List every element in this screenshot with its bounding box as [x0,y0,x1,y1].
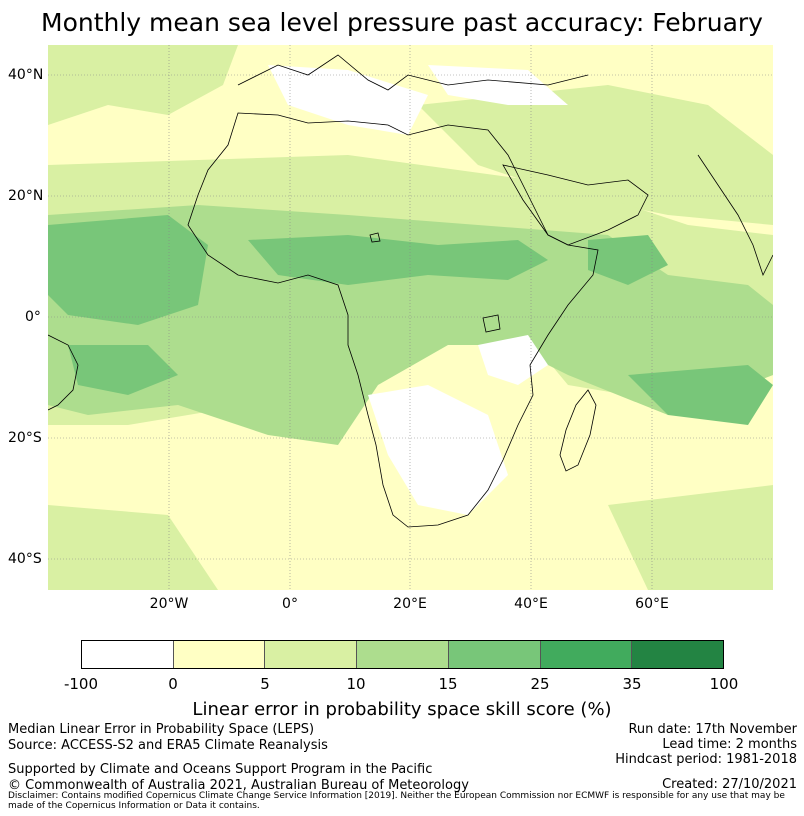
colorbar-tick: 100 [709,675,739,693]
field-patch [48,45,238,125]
lat-tick-label: 20°S [8,430,42,446]
colorbar-bin [448,641,541,668]
lon-tick-label: 0° [282,596,298,612]
colorbar-bin [173,641,266,668]
madagascar-coastline [559,389,597,472]
colorbar-tick: 5 [260,675,270,693]
colorbar-tick: -100 [63,675,99,693]
lon-tick-label: 20°E [393,596,427,612]
colorbar-tick: 15 [438,675,458,693]
india-coastline [697,154,773,277]
field-patch [48,505,218,590]
lake-chad [369,232,381,243]
europe-coastline [237,54,589,91]
gridlines [48,45,773,590]
field-patch [368,385,508,515]
skill-map [48,45,773,590]
disclaimer: Disclaimer: Contains modified Copernicus… [8,791,785,811]
colorbar-bin [357,641,449,668]
field-patch [248,235,548,285]
footer-support: Supported by Climate and Oceans Support … [8,762,433,777]
skill-field [48,45,773,590]
colorbar-bin [632,641,724,668]
field-patch [418,85,773,225]
colorbar-bin [540,641,633,668]
lat-tick-label: 40°N [8,67,44,83]
arabia-coastline [502,164,649,246]
field-patch [48,215,208,325]
field-patch [608,485,773,590]
colorbar [81,640,724,669]
africa-coastline [187,112,599,528]
colorbar-bin [82,641,174,668]
footer-source: Source: ACCESS-S2 and ERA5 Climate Reana… [8,738,328,753]
footer-created: Created: 27/10/2021 [662,777,797,792]
field-patch [628,365,773,425]
lat-tick-label: 0° [25,309,41,325]
coastlines [48,54,773,528]
lon-tick-label: 40°E [514,596,548,612]
colorbar-title: Linear error in probability space skill … [192,699,612,720]
footer-run-date: Run date: 17th November [628,722,797,737]
footer-copyright: © Commonwealth of Australia 2021, Austra… [8,778,469,793]
field-patch [268,65,428,135]
colorbar-bin [265,641,358,668]
lon-tick-label: 20°W [149,596,189,612]
colorbar-tick: 25 [530,675,550,693]
lon-tick-label: 60°E [635,596,669,612]
map-canvas [48,45,773,590]
lat-tick-label: 20°N [8,188,44,204]
colorbar-tick: 35 [622,675,642,693]
lake-victoria [482,314,501,333]
brazil-coastline [48,334,79,411]
map-title: Monthly mean sea level pressure past acc… [41,8,763,37]
field-patch [588,235,668,285]
footer-leps: Median Linear Error in Probability Space… [8,722,315,737]
field-patch [68,345,178,395]
footer-hindcast: Hindcast period: 1981-2018 [615,752,797,767]
footer-lead-time: Lead time: 2 months [662,737,797,752]
colorbar-tick: 10 [346,675,366,693]
colorbar-tick: 0 [168,675,178,693]
lat-tick-label: 40°S [8,551,42,567]
